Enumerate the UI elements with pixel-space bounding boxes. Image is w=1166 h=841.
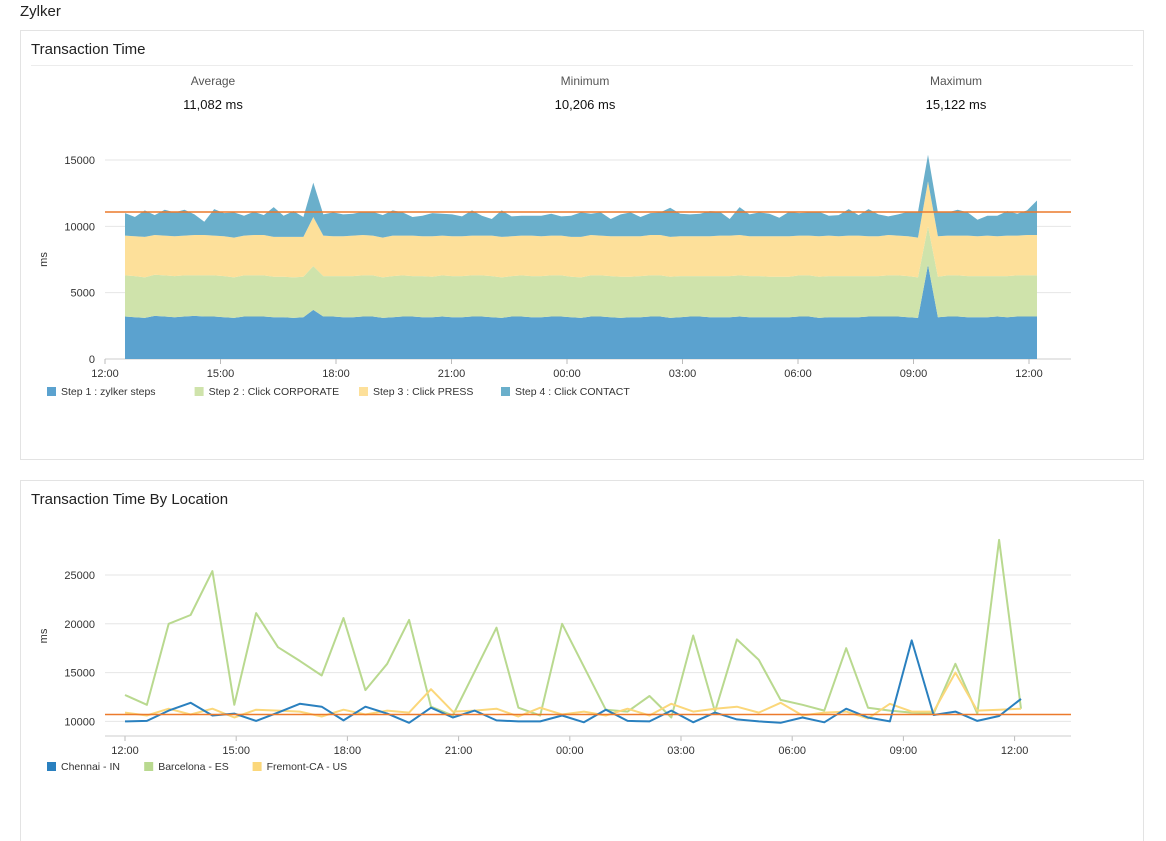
x-tick-label: 12:00 — [91, 368, 119, 380]
y-tick-label: 0 — [89, 354, 95, 366]
x-tick-label: 15:00 — [207, 368, 235, 380]
stat-minimum: Minimum 10,206 ms — [485, 74, 685, 112]
panel-divider — [31, 65, 1133, 66]
stat-label: Maximum — [929, 74, 982, 88]
x-tick-label: 15:00 — [222, 745, 250, 757]
area-series-4 — [125, 154, 1037, 238]
y-tick-label: 15000 — [64, 155, 95, 167]
stat-average: Average 11,082 ms — [113, 74, 313, 112]
x-tick-label: 12:00 — [1001, 745, 1029, 757]
stat-value: 11,082 ms — [183, 97, 243, 112]
y-tick-label: 10000 — [64, 716, 95, 728]
panel-title: Transaction Time By Location — [31, 491, 229, 508]
x-tick-label: 12:00 — [1015, 368, 1043, 380]
area-series-1 — [125, 264, 1037, 359]
y-axis-label: ms — [38, 252, 50, 267]
y-tick-label: 15000 — [64, 668, 95, 680]
x-tick-label: 06:00 — [784, 368, 812, 380]
legend-swatch — [47, 387, 56, 396]
legend-label: Step 3 : Click PRESS — [373, 386, 473, 398]
legend-label: Step 4 : Click CONTACT — [515, 386, 630, 398]
legend-label: Fremont-CA - US — [267, 761, 348, 773]
line-series-2 — [124, 538, 1022, 719]
x-tick-label: 00:00 — [553, 368, 581, 380]
area-series-2 — [125, 226, 1037, 318]
x-tick-label: 21:00 — [438, 368, 466, 380]
legend-label: Barcelona - ES — [158, 761, 229, 773]
legend-swatch — [194, 387, 204, 396]
app-title: Zylker — [20, 3, 61, 20]
stat-value: 15,122 ms — [925, 97, 987, 112]
y-tick-label: 25000 — [64, 570, 95, 582]
legend-swatch — [144, 762, 154, 771]
stat-value: 10,206 ms — [554, 97, 616, 112]
legend-swatch — [47, 762, 56, 771]
area-series-3 — [125, 181, 1037, 278]
legend-label: Chennai - IN — [61, 761, 120, 773]
stat-label: Minimum — [560, 74, 610, 88]
x-tick-label: 03:00 — [667, 745, 695, 757]
x-tick-label: 00:00 — [556, 745, 584, 757]
stat-label: Average — [190, 74, 236, 88]
transaction-time-panel: Transaction Time Average 11,082 ms Minim… — [20, 30, 1144, 460]
transaction-time-chart: 0 5000 10000 15000 ms 12:00 15:00 18:00 21:00 00:… — [38, 154, 1071, 398]
legend-label: Step 2 : Click CORPORATE — [209, 386, 340, 398]
x-tick-label: 18:00 — [322, 368, 350, 380]
x-tick-label: 06:00 — [778, 745, 806, 757]
x-tick-label: 09:00 — [900, 368, 928, 380]
line-series-3 — [124, 671, 1022, 720]
y-tick-label: 10000 — [64, 221, 95, 233]
legend-label: Step 1 : zylker steps — [61, 386, 156, 398]
transaction-time-by-location-panel: Transaction Time By Location 10000 15000 2… — [20, 480, 1144, 841]
y-tick-label: 20000 — [64, 619, 95, 631]
y-tick-label: 5000 — [71, 288, 95, 300]
legend-swatch — [501, 387, 510, 396]
x-tick-label: 03:00 — [669, 368, 697, 380]
legend-swatch — [252, 762, 262, 771]
transaction-time-by-location-chart: 10000 15000 20000 25000 ms 12:00 15:00 18:00 21:… — [38, 538, 1071, 773]
x-tick-label: 18:00 — [334, 745, 362, 757]
panel-title: Transaction Time — [31, 41, 146, 58]
y-axis-label: ms — [38, 628, 50, 643]
x-tick-label: 21:00 — [445, 745, 473, 757]
x-tick-label: 09:00 — [890, 745, 918, 757]
legend-swatch — [359, 387, 368, 396]
x-tick-label: 12:00 — [111, 745, 139, 757]
stat-maximum: Maximum 15,122 ms — [856, 74, 1056, 112]
